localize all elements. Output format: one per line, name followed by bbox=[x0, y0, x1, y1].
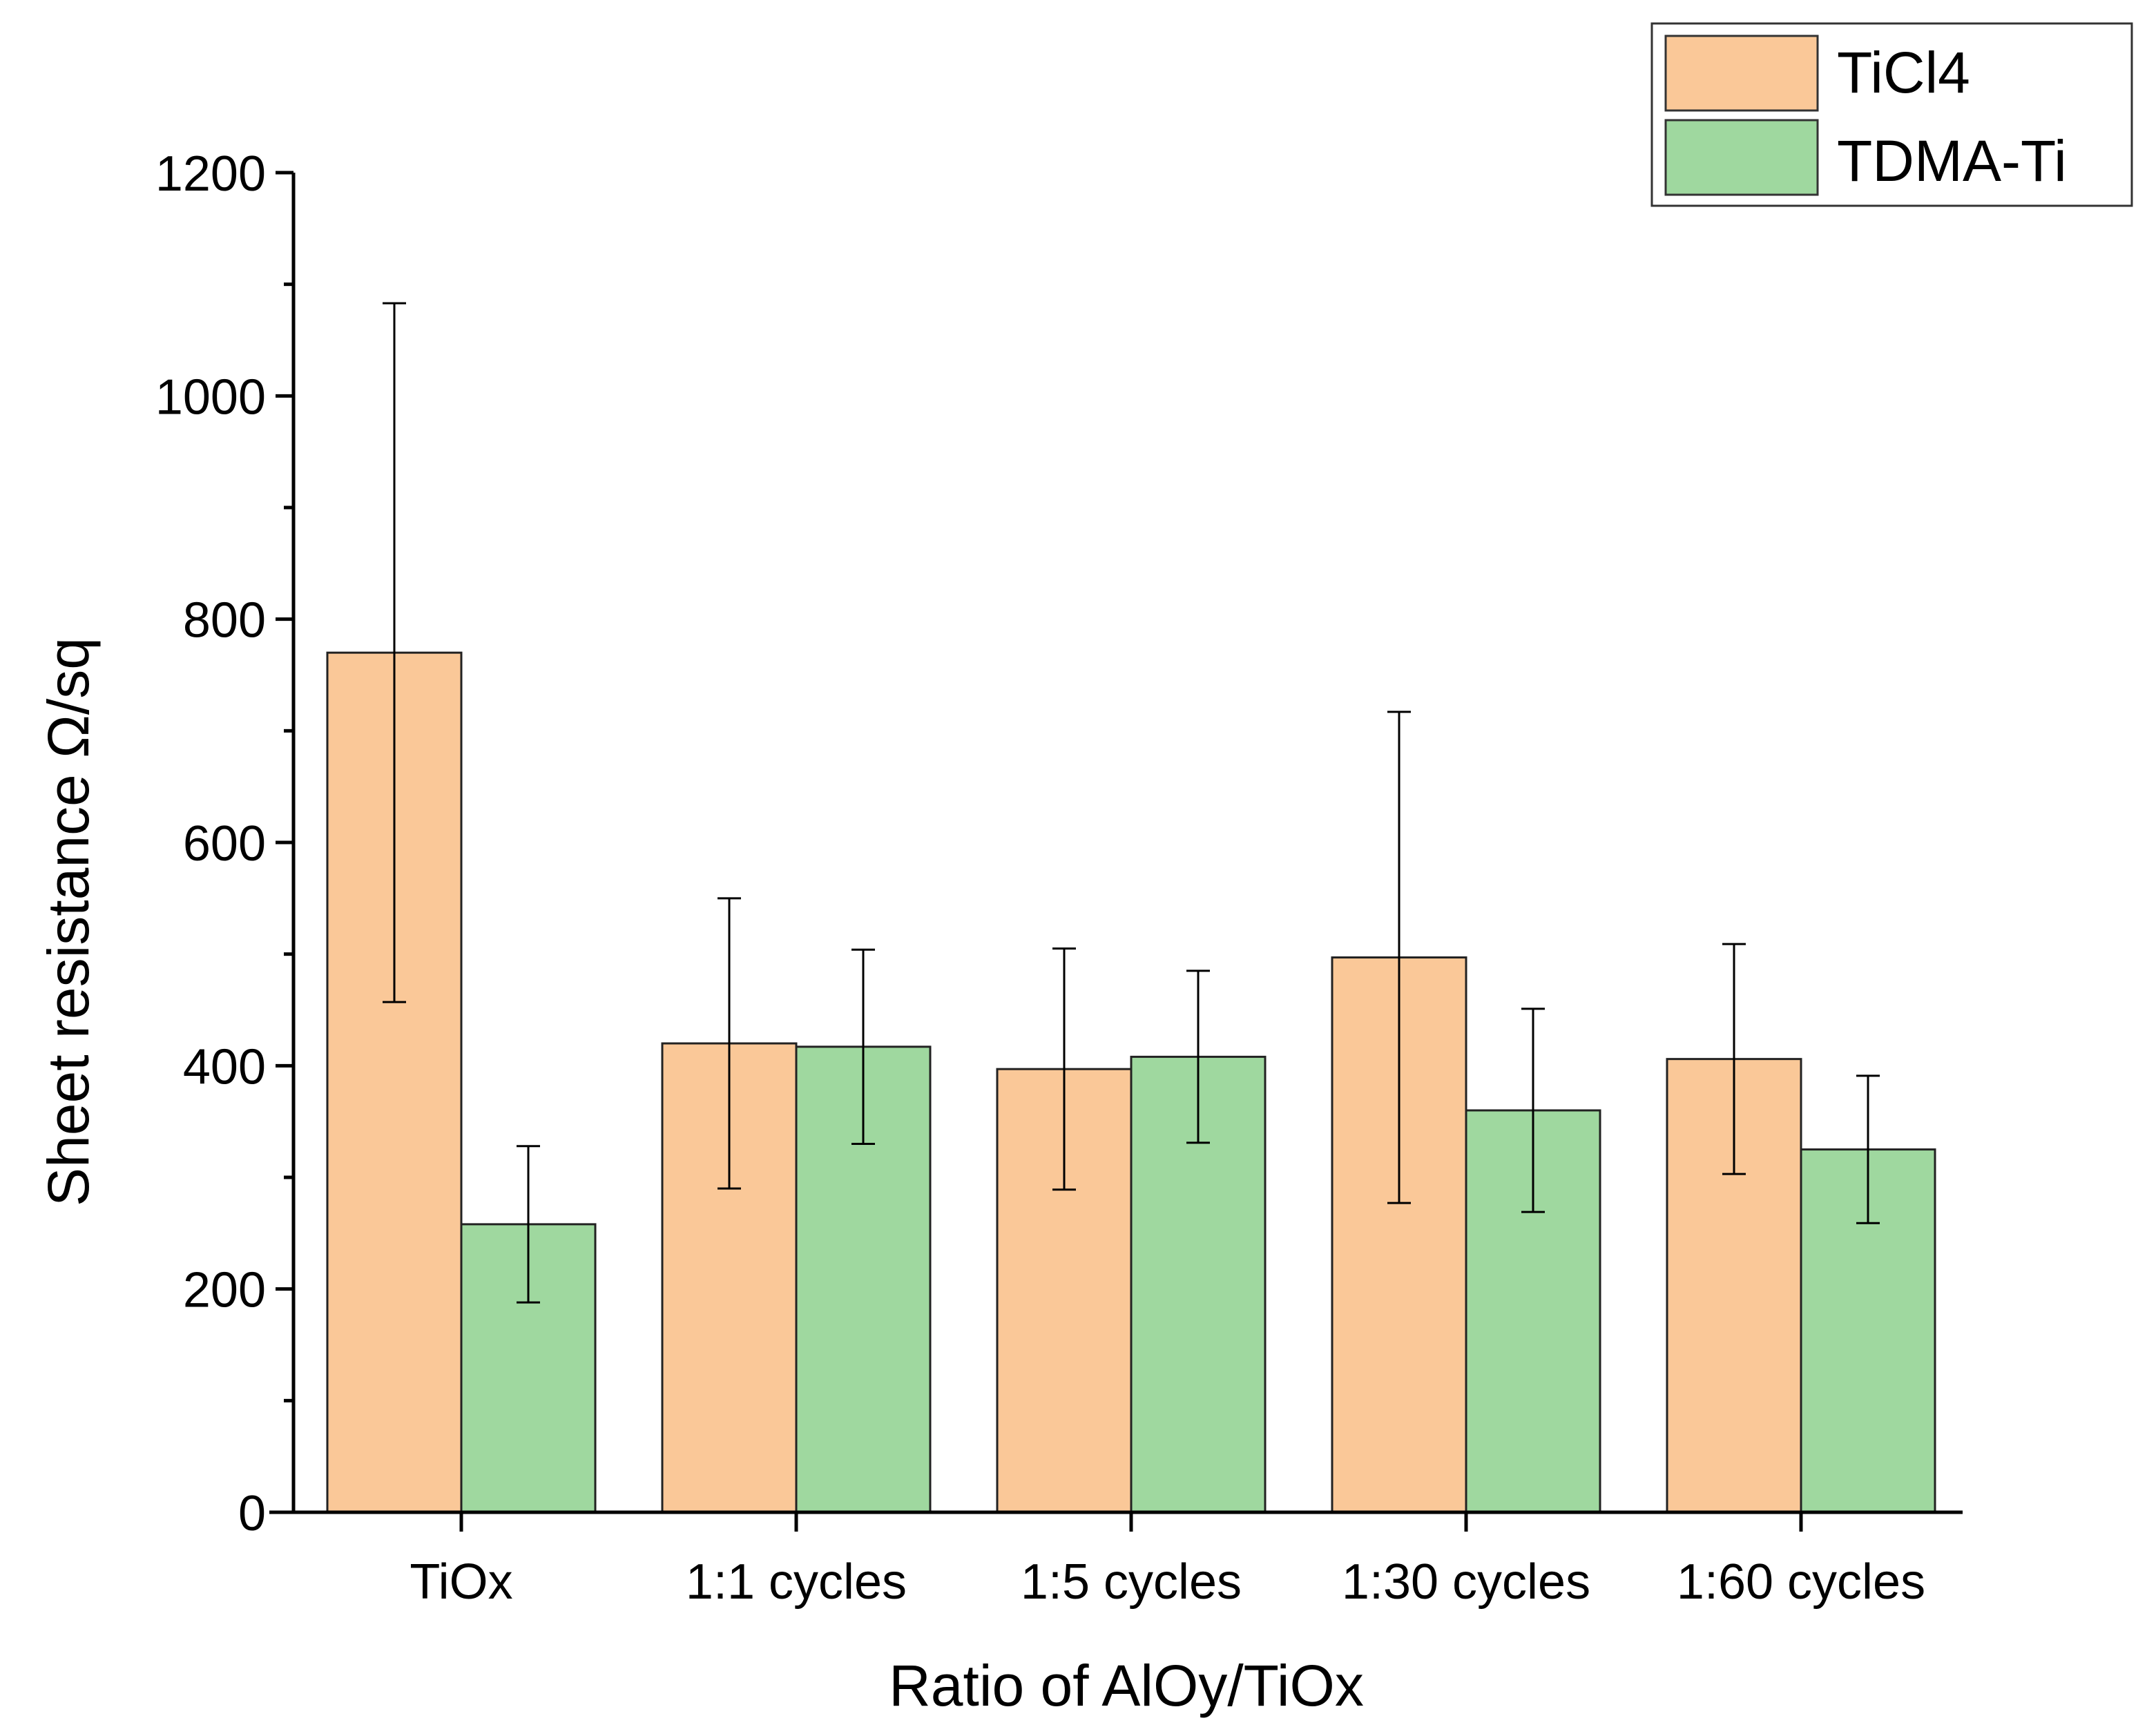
x-category-label-1-60-cycles: 1:60 cycles bbox=[1677, 1554, 1925, 1610]
legend-label-tdma-ti: TDMA-Ti bbox=[1837, 128, 2067, 193]
legend: TiCl4 TDMA-Ti bbox=[1650, 22, 2133, 207]
x-category-label-1-1-cycles: 1:1 cycles bbox=[686, 1554, 907, 1610]
y-tick-label-800: 800 bbox=[183, 593, 266, 648]
x-axis-categories: TiOx 1:1 cycles 1:5 cycles 1:30 cycles 1:60 … bbox=[410, 1512, 1925, 1610]
bars bbox=[326, 651, 1936, 1514]
y-tick-label-200: 200 bbox=[183, 1263, 266, 1318]
x-category-label-1-5-cycles: 1:5 cycles bbox=[1021, 1554, 1242, 1610]
x-category-label-1-30-cycles: 1:30 cycles bbox=[1342, 1554, 1590, 1610]
y-tick-label-1000: 1000 bbox=[155, 369, 266, 425]
y-axis-title: Sheet resistance Ω/sq bbox=[36, 637, 101, 1206]
x-axis-title: Ratio of AlOy/TiOx bbox=[889, 1653, 1364, 1718]
legend-swatch-tdma-ti bbox=[1664, 119, 1819, 196]
error-bars bbox=[383, 302, 1880, 1304]
x-category-label-tiox: TiOx bbox=[410, 1554, 512, 1610]
legend-swatch-ticl4 bbox=[1664, 35, 1819, 112]
y-tick-label-600: 600 bbox=[183, 816, 266, 871]
legend-label-ticl4: TiCl4 bbox=[1837, 40, 1970, 105]
y-tick-label-0: 0 bbox=[238, 1486, 266, 1541]
y-tick-label-400: 400 bbox=[183, 1039, 266, 1094]
y-tick-label-1200: 1200 bbox=[155, 146, 266, 202]
y-axis-ticks: 0 200 400 600 800 1000 1200 bbox=[155, 146, 293, 1541]
